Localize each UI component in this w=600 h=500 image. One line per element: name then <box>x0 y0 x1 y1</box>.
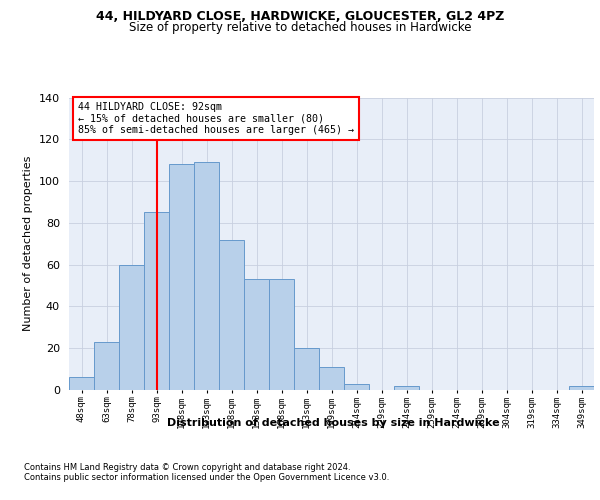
Bar <box>69 378 94 390</box>
Bar <box>319 367 344 390</box>
Bar <box>294 348 319 390</box>
Bar <box>94 342 119 390</box>
Bar <box>569 386 594 390</box>
Text: Contains HM Land Registry data © Crown copyright and database right 2024.: Contains HM Land Registry data © Crown c… <box>24 462 350 471</box>
Text: Contains public sector information licensed under the Open Government Licence v3: Contains public sector information licen… <box>24 472 389 482</box>
Bar <box>169 164 194 390</box>
Bar <box>194 162 219 390</box>
Bar <box>144 212 169 390</box>
Text: 44, HILDYARD CLOSE, HARDWICKE, GLOUCESTER, GL2 4PZ: 44, HILDYARD CLOSE, HARDWICKE, GLOUCESTE… <box>96 10 504 23</box>
Bar <box>269 280 294 390</box>
Text: Size of property relative to detached houses in Hardwicke: Size of property relative to detached ho… <box>129 21 471 34</box>
Bar <box>119 264 144 390</box>
Y-axis label: Number of detached properties: Number of detached properties <box>23 156 33 332</box>
Text: Distribution of detached houses by size in Hardwicke: Distribution of detached houses by size … <box>167 418 499 428</box>
Bar <box>394 386 419 390</box>
Bar <box>244 280 269 390</box>
Bar <box>219 240 244 390</box>
Bar <box>344 384 369 390</box>
Text: 44 HILDYARD CLOSE: 92sqm
← 15% of detached houses are smaller (80)
85% of semi-d: 44 HILDYARD CLOSE: 92sqm ← 15% of detach… <box>78 102 354 135</box>
